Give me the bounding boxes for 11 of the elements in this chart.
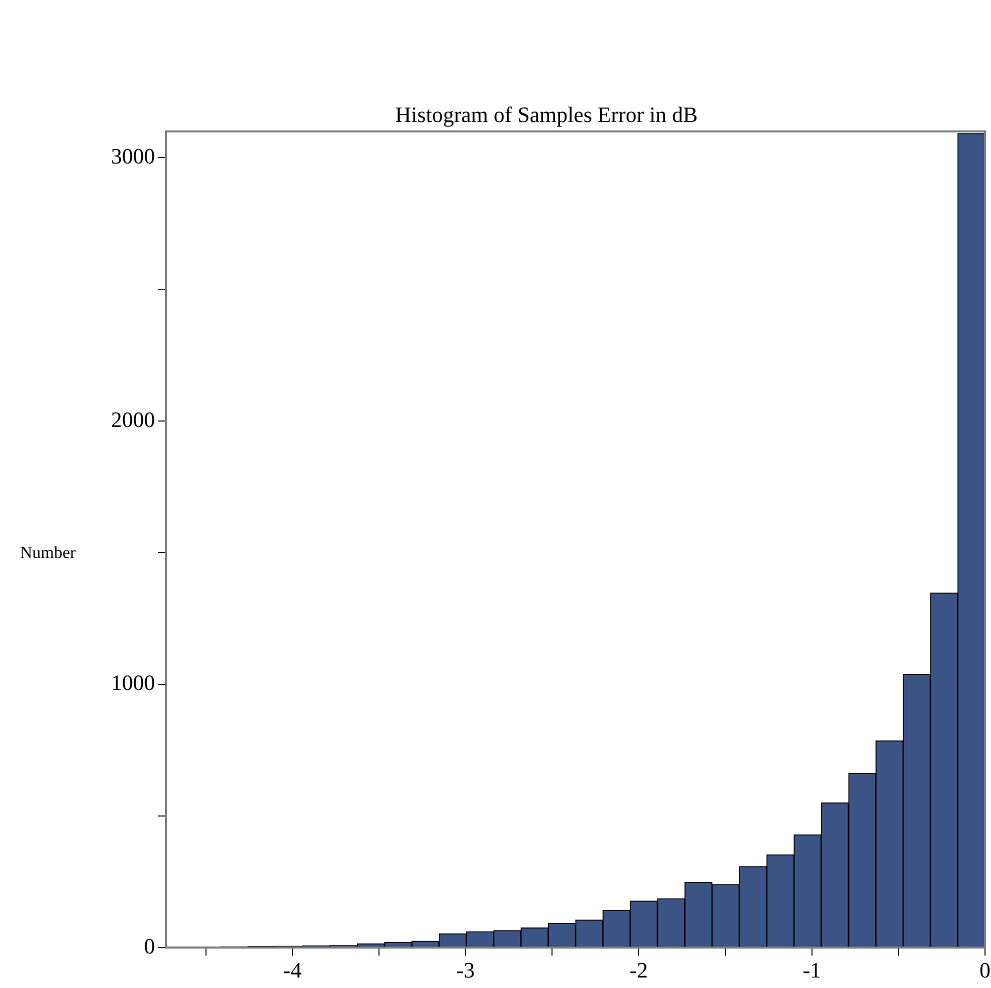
chart-title: Histogram of Samples Error in dB <box>395 102 698 127</box>
x-tick-label: -1 <box>802 958 822 983</box>
x-tick-label: 0 <box>980 958 990 983</box>
x-tick-label: -3 <box>456 958 475 983</box>
y-tick-label: 3000 <box>111 144 155 169</box>
y-tick-label: 1000 <box>111 670 155 696</box>
y-tick-label: 0 <box>144 933 155 958</box>
y-axis-title: Number <box>20 543 76 563</box>
x-tick-label: -2 <box>630 958 648 983</box>
y-tick-label: 2000 <box>111 406 155 432</box>
x-tick-label: -4 <box>283 958 302 983</box>
